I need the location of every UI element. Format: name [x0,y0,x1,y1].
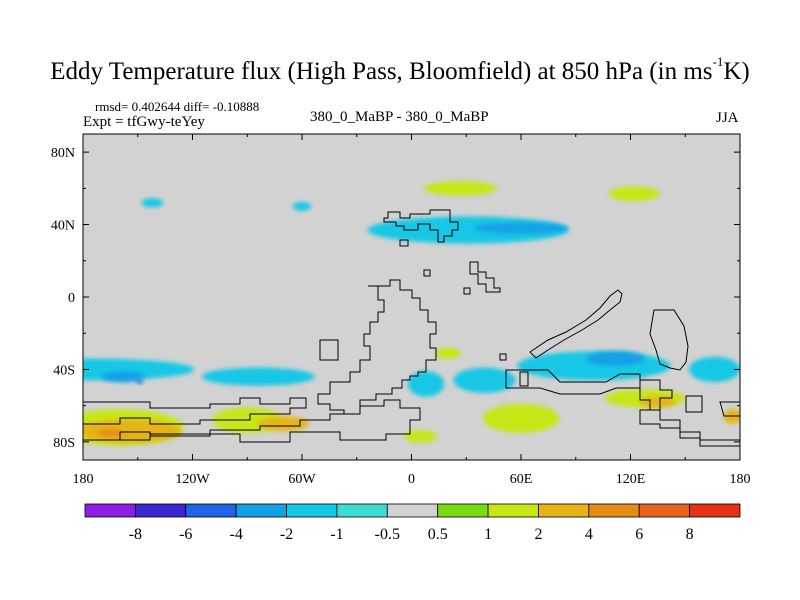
axis-tick-labels: 180 120W 60W 0 60E 120E 180 80N 40N 0 40S 80S [51,146,751,487]
colorbar-label-1: -6 [179,526,192,543]
contour-region-1 [101,371,146,383]
x-tick-label-0: 180 [73,472,94,487]
x-tick-label-6: 180 [730,472,751,487]
y-tick-label-1: 40N [51,219,75,234]
contour-region-25 [97,429,124,437]
colorbar-box-6 [386,503,439,518]
contour-region-21 [83,419,182,443]
contour-region-10 [453,367,516,393]
contour-region-16 [482,403,560,433]
contour-region-13 [424,181,498,196]
contour-region-5 [473,222,569,234]
colorbar-box-0 [84,503,136,518]
colorbar-box-5 [336,503,388,518]
colorbar-box-12 [689,503,741,518]
colorbar-box-1 [134,503,187,518]
colorbar-label-5: -0.5 [375,526,400,543]
colorbar-label-8: 2 [534,526,542,543]
x-tick-label-1: 120W [175,472,210,487]
colorbar-box-2 [185,503,237,518]
rmsd-stats: rmsd= 0.402644 diff= -0.10888 [95,99,260,114]
x-tick-label-4: 60E [510,472,533,487]
experiment-label: Expt = tfGwy-teYey [83,114,205,130]
colorbar-label-6: 0.5 [428,526,448,543]
contour-region-24 [723,409,740,424]
y-tick-label-2: 0 [68,291,75,306]
colorbar-box-7 [437,503,489,518]
colorbar-box-8 [487,503,539,518]
x-tick-label-2: 60W [288,472,316,487]
y-tick-label-4: 80S [53,436,75,451]
contour-region-12 [292,201,312,211]
contour-region-23 [639,396,677,408]
y-tick-label-3: 40S [53,363,75,378]
y-tick-label-0: 80N [51,146,75,161]
colorbar-label-11: 8 [686,526,694,543]
colorbar-label-9: 4 [585,526,593,543]
x-tick-label-3: 0 [408,472,415,487]
experiment-names: 380_0_MaBP - 380_0_MaBP [310,109,489,125]
coastline-outlines [83,209,740,447]
colorbar-label-0: -8 [129,526,142,543]
colorbar-label-10: 6 [635,526,643,543]
colorbar: -8 -6 -4 -2 -1 -0.5 0.5 1 2 4 6 8 [84,503,741,543]
contour-region-3 [201,367,315,386]
colorbar-label-4: -1 [330,526,343,543]
colorbar-box-4 [286,503,338,518]
contour-region-19 [435,347,461,359]
contour-region-9 [407,371,445,397]
colorbar-box-9 [538,503,590,518]
colorbar-box-11 [638,503,691,518]
colorbar-box-3 [235,503,287,518]
axis-ticks [82,134,741,460]
contour-region-2 [135,380,144,384]
colorbar-label-3: -2 [280,526,293,543]
season-label: JJA [716,110,739,126]
colorbar-label-2: -4 [229,526,242,543]
contour-region-8 [688,356,740,383]
contour-region-7 [586,351,646,366]
contour-region-11 [141,198,164,208]
contour-region-18 [404,430,438,443]
contour-region-22 [258,416,310,432]
x-tick-label-5: 120E [616,472,646,487]
chart-title: Eddy Temperature flux (High Pass, Bloomf… [50,54,750,85]
colorbar-box-10 [588,503,640,518]
colorbar-label-7: 1 [484,526,492,543]
contour-fills [83,181,740,446]
contour-region-14 [608,186,660,202]
